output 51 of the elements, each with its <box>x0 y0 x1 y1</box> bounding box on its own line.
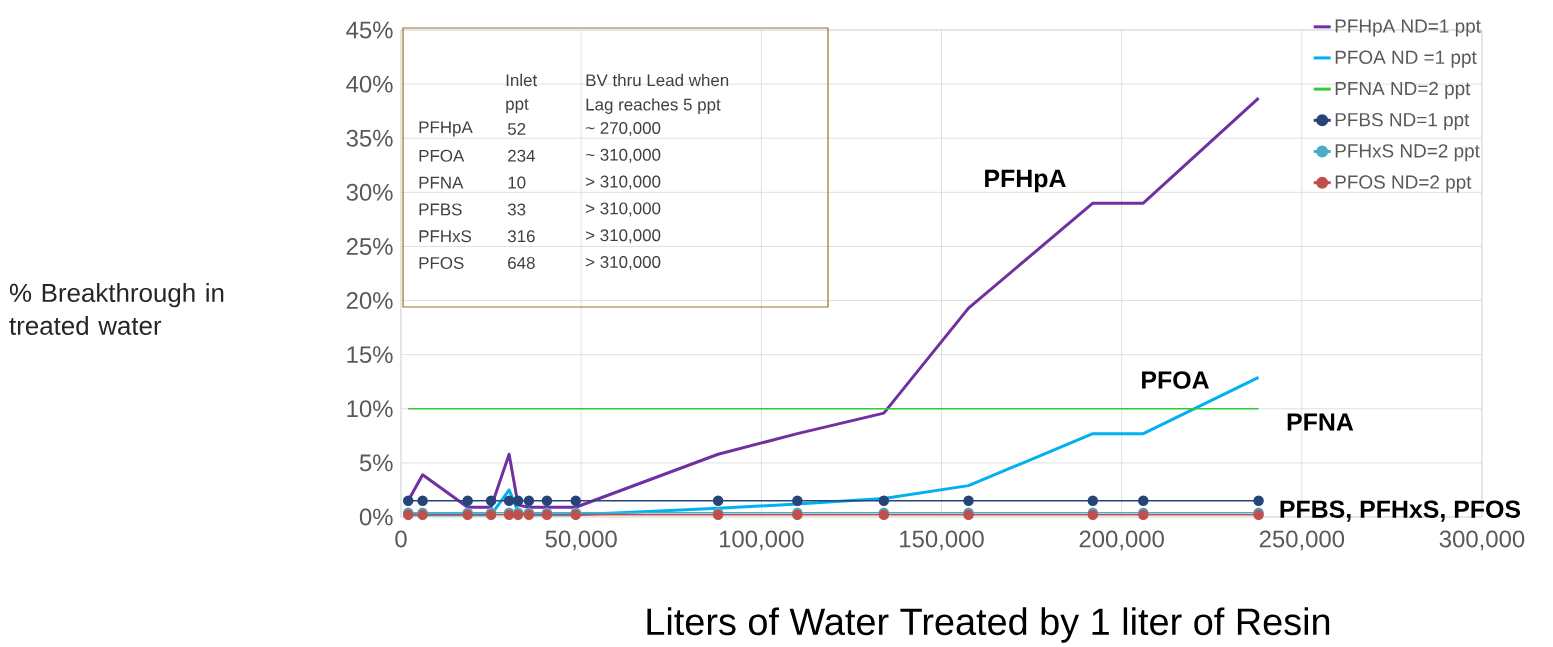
legend-label: PFHpA ND=1 ppt <box>1335 19 1481 37</box>
x-tick-label: 300,000 <box>1439 530 1525 551</box>
annotation: PFOS <box>419 256 464 269</box>
legend-label: PFOS ND=2 ppt <box>1335 175 1472 193</box>
annotation: PFNA <box>1287 413 1354 431</box>
legend-label: PFNA ND=2 ppt <box>1335 81 1471 99</box>
annotation: PFHxS <box>419 230 472 243</box>
annotation: PFBS <box>419 203 462 216</box>
x-tick-label: 100,000 <box>719 530 804 551</box>
annotation: 52 <box>507 123 526 135</box>
annotation: 10 <box>508 176 526 189</box>
annotation: > 310,000 <box>586 229 661 244</box>
annotation: 648 <box>508 256 535 269</box>
annotation: PFHpA <box>985 169 1066 193</box>
annotation: PFBS, PFHxS, PFOS <box>1280 500 1521 522</box>
y-tick-label: 15% <box>347 346 393 364</box>
annotation: BV thru Lead when <box>586 73 729 87</box>
annotation: PFNA <box>419 176 464 189</box>
annotation: > 310,000 <box>586 202 661 217</box>
annotation: ~ 310,000 <box>585 148 661 163</box>
annotation: ppt <box>506 98 529 114</box>
annotation: PFOA <box>1142 371 1209 389</box>
y-axis-title: % Breakthrough in treated water <box>9 283 224 335</box>
x-tick-label: 150,000 <box>900 530 984 551</box>
annotation: ~ 270,000 <box>585 122 661 136</box>
annotation: 234 <box>508 149 535 162</box>
x-tick-label: 200,000 <box>1079 530 1164 551</box>
x-tick-label: 250,000 <box>1259 530 1345 551</box>
y-tick-label: 30% <box>346 183 393 201</box>
y-tick-label: 35% <box>346 129 393 147</box>
y-tick-label: 40% <box>346 75 393 93</box>
legend-label: PFBS ND=1 ppt <box>1335 112 1470 131</box>
y-tick-label: 5% <box>359 454 393 472</box>
legend-label: PFHxS ND=2 ppt <box>1335 144 1480 162</box>
x-tick-label: 0 <box>395 530 407 548</box>
annotation: > 310,000 <box>586 175 661 190</box>
y-tick-label: 25% <box>346 237 393 255</box>
annotation: > 310,000 <box>586 255 661 270</box>
annotation: PFHpA <box>419 121 473 137</box>
annotation: PFOA <box>419 149 465 162</box>
x-axis-title: Liters of Water Treated by 1 liter of Resin <box>647 607 1330 643</box>
legend-label: PFOA ND =1 ppt <box>1335 50 1477 68</box>
annotation: Lag reaches 5 ppt <box>586 98 721 114</box>
y-tick-label: 20% <box>346 292 393 310</box>
annotation: 316 <box>507 230 535 243</box>
y-tick-label: 0% <box>359 508 393 526</box>
y-tick-label: 10% <box>347 400 393 418</box>
y-tick-label: 45% <box>346 21 393 39</box>
x-tick-label: 50,000 <box>545 530 617 551</box>
annotation: 33 <box>507 203 526 216</box>
annotation: Inlet <box>506 73 538 87</box>
